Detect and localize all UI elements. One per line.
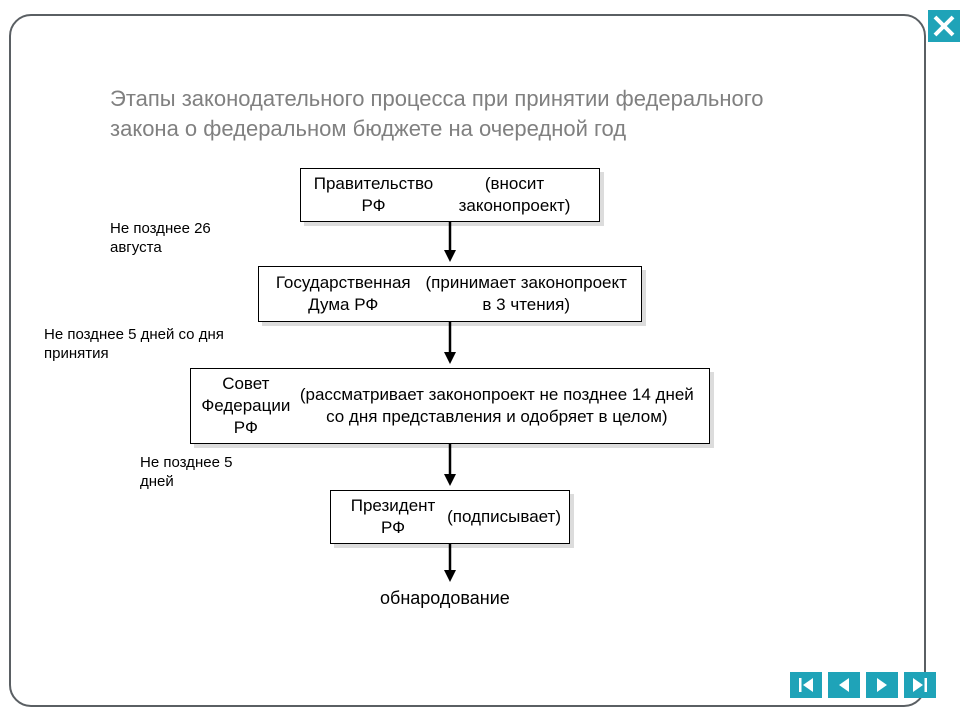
nav-first-button[interactable]	[790, 672, 822, 698]
next-icon	[872, 676, 892, 694]
nav-bar	[790, 672, 936, 698]
close-button[interactable]	[928, 10, 960, 42]
deadline-note: Не позднее 5 дней со дня принятия	[44, 326, 274, 364]
flow-node-government: Правительство РФ(вносит законопроект)	[300, 168, 600, 222]
flow-final-label: обнародование	[380, 588, 510, 609]
flow-arrow	[438, 444, 462, 488]
slide-title: Этапы законодательного процесса при прин…	[110, 84, 830, 143]
flow-arrow	[438, 222, 462, 264]
nav-last-button[interactable]	[904, 672, 936, 698]
first-icon	[796, 676, 816, 694]
flow-node-federation-council: Совет Федерации РФ(рассматривает законоп…	[190, 368, 710, 444]
deadline-note: Не позднее 26 августа	[110, 220, 250, 258]
flow-node-president: Президент РФ(подписывает)	[330, 490, 570, 544]
nav-next-button[interactable]	[866, 672, 898, 698]
deadline-note: Не позднее 5 дней	[140, 454, 270, 492]
close-icon	[928, 10, 960, 42]
flow-arrow	[438, 544, 462, 584]
flow-arrow	[438, 322, 462, 366]
flow-node-duma: Государственная Дума РФ(принимает законо…	[258, 266, 642, 322]
last-icon	[910, 676, 930, 694]
prev-icon	[834, 676, 854, 694]
nav-prev-button[interactable]	[828, 672, 860, 698]
